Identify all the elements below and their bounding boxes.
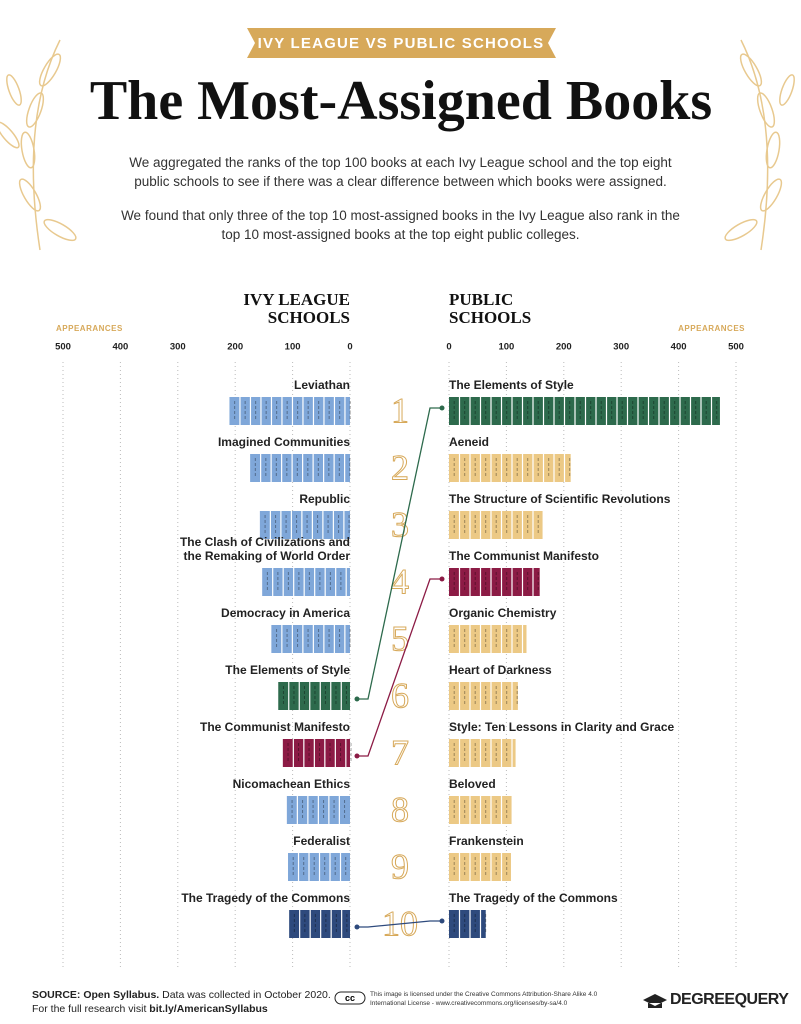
link-dot bbox=[439, 576, 445, 582]
bar bbox=[229, 397, 350, 425]
category-label: The Tragedy of the Commons bbox=[181, 891, 350, 905]
category-label: Leviathan bbox=[293, 378, 350, 392]
category-label: Imagined Communities bbox=[217, 435, 350, 449]
x-tick-label: 0 bbox=[347, 342, 352, 353]
x-tick-label: 100 bbox=[498, 342, 514, 353]
category-label: The Clash of Civilizations and the Remak… bbox=[179, 535, 350, 563]
intro-paragraph: We found that only three of the top 10 m… bbox=[121, 208, 680, 242]
match-link bbox=[357, 407, 442, 700]
rank: 5 bbox=[391, 618, 409, 658]
laurel-left bbox=[0, 39, 77, 251]
match-link bbox=[357, 920, 442, 928]
link-dot bbox=[439, 918, 445, 924]
cc-badge bbox=[334, 991, 366, 1005]
x-tick-label: 500 bbox=[55, 342, 71, 353]
link-dot bbox=[354, 696, 360, 702]
category-label: The Elements of Style bbox=[225, 663, 350, 677]
category-label: Federalist bbox=[293, 834, 350, 848]
category-label: Beloved bbox=[449, 777, 496, 791]
x-tick-label: 0 bbox=[446, 342, 451, 353]
rank: 1 bbox=[391, 390, 409, 430]
laurel-right bbox=[724, 39, 795, 251]
bar bbox=[449, 454, 571, 482]
x-tick-label: 500 bbox=[728, 342, 744, 353]
bar bbox=[271, 625, 350, 653]
x-tick-label: 400 bbox=[112, 342, 128, 353]
x-tick-label: 200 bbox=[556, 342, 572, 353]
bar bbox=[449, 397, 720, 425]
rank: 6 bbox=[391, 675, 409, 715]
banner-text: IVY LEAGUE VS PUBLIC SCHOOLS bbox=[258, 35, 545, 52]
x-tick-label: 300 bbox=[613, 342, 629, 353]
research-link: bit.ly/AmericanSyllabus bbox=[149, 1003, 268, 1015]
bar bbox=[289, 910, 350, 938]
x-tick-label: 400 bbox=[671, 342, 687, 353]
bar bbox=[449, 568, 540, 596]
category-label: Frankenstein bbox=[449, 834, 524, 848]
category-label: The Elements of Style bbox=[449, 378, 574, 392]
cc-text: cc bbox=[345, 993, 355, 1003]
x-tick-label: 200 bbox=[227, 342, 243, 353]
x-tick-label: 100 bbox=[285, 342, 301, 353]
research: For the full research visit bbox=[32, 1003, 147, 1015]
category-label: Heart of Darkness bbox=[449, 663, 552, 677]
source-name: Open Syllabus. bbox=[83, 989, 160, 1001]
main-title: The Most-Assigned Books bbox=[90, 70, 712, 132]
source-label: SOURCE: bbox=[32, 989, 81, 1001]
category-label: Organic Chemistry bbox=[449, 606, 557, 620]
bar bbox=[250, 454, 350, 482]
match-link bbox=[357, 578, 442, 757]
category-label: Nicomachean Ethics bbox=[232, 777, 350, 791]
category-label: Aeneid bbox=[449, 435, 490, 449]
rank: 7 bbox=[391, 732, 409, 772]
bar bbox=[262, 568, 350, 596]
intro-paragraph: We aggregated the ranks of the top 100 b… bbox=[129, 155, 672, 189]
category-label: The Communist Manifesto bbox=[449, 549, 600, 563]
rank: 2 bbox=[391, 447, 409, 487]
category-label: Republic bbox=[299, 492, 350, 506]
chart-title: PUBLIC SCHOOLS bbox=[449, 290, 532, 327]
category-label: The Structure of Scientific Revolutions bbox=[449, 492, 671, 506]
rank: 8 bbox=[391, 789, 409, 829]
link-dot bbox=[354, 924, 360, 930]
bar bbox=[278, 682, 350, 710]
x-tick-label: 300 bbox=[170, 342, 186, 353]
bar bbox=[282, 739, 350, 767]
link-dot bbox=[354, 753, 360, 759]
license: This image is licensed under the Creativ… bbox=[370, 991, 598, 1007]
bar bbox=[259, 511, 350, 539]
category-label: The Communist Manifesto bbox=[199, 720, 350, 734]
axis-label: APPEARANCES bbox=[678, 324, 745, 333]
axis-label: APPEARANCES bbox=[56, 324, 123, 333]
chart-title: IVY LEAGUE SCHOOLS bbox=[243, 290, 350, 327]
banner bbox=[247, 28, 556, 58]
bar bbox=[449, 511, 543, 539]
rank: 3 bbox=[391, 504, 409, 544]
category-label: Democracy in America bbox=[221, 606, 350, 620]
source: SOURCE: Open Syllabus. Data was collecte… bbox=[32, 988, 332, 1016]
logo: DEGREEQUERY bbox=[670, 991, 789, 1008]
category-label: Style: Ten Lessons in Clarity and Grace bbox=[449, 720, 675, 734]
link-dot bbox=[439, 405, 445, 411]
bar bbox=[449, 910, 486, 938]
category-label: The Tragedy of the Commons bbox=[449, 891, 618, 905]
logo-icon bbox=[643, 994, 667, 1008]
bar bbox=[449, 625, 527, 653]
source-note: Data was collected in October 2020. bbox=[162, 989, 331, 1001]
bar bbox=[449, 682, 518, 710]
rank: 9 bbox=[391, 846, 409, 886]
